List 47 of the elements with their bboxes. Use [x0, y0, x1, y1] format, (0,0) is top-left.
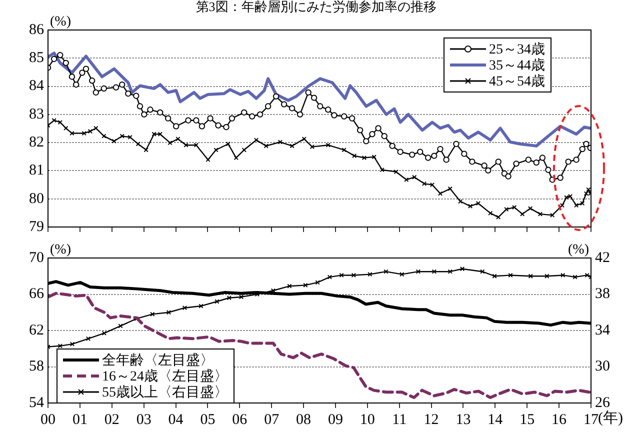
x-tick-label: 15: [520, 412, 535, 428]
legend-label: 16～24歳〈左目盛〉: [102, 368, 228, 385]
y2-tick-label: 30: [595, 358, 610, 375]
x-tick-label: 12: [424, 412, 439, 428]
y2-tick-label: 34: [595, 322, 610, 338]
y-tick-label: 54: [29, 394, 44, 411]
x-tick-label: 04: [168, 412, 184, 428]
y-tick-label: 79: [29, 218, 44, 235]
legend-label: 全年齢〈左目盛〉: [102, 352, 214, 369]
x-tick-label: 01: [72, 412, 88, 428]
y-tick-label: 80: [29, 190, 44, 207]
x-tick-label: 09: [328, 412, 343, 428]
y-tick-label: 81: [29, 162, 44, 179]
x-tick-label: 11: [392, 412, 407, 428]
x-tick-label: 13: [456, 412, 471, 428]
y2-tick-label: 26: [595, 394, 610, 411]
x-tick-label: 10: [360, 412, 375, 428]
y2-tick-label: 42: [595, 250, 610, 266]
legend-label: 55歳以上〈右目盛〉: [102, 384, 228, 401]
x-tick-label: 17: [584, 412, 599, 428]
y-tick-label: 86: [29, 22, 44, 38]
y-tick-label: 84: [29, 78, 44, 94]
y-tick-label: 70: [29, 250, 44, 266]
x-tick-label: 05: [200, 412, 216, 428]
y2-tick-label: 38: [595, 286, 610, 302]
y-tick-label: 62: [29, 322, 44, 338]
y-tick-label: 66: [29, 286, 44, 302]
x-tick-label: 03: [136, 412, 152, 428]
x-axis-title: (年): [598, 409, 623, 426]
chart-title: 第3図：年齢層別にみた労働参加率の推移: [194, 0, 438, 14]
x-tick-label: 14: [488, 412, 504, 428]
legend-label: 35～44歳: [489, 58, 545, 74]
x-tick-label: 16: [552, 412, 568, 428]
x-tick-label: 00: [40, 412, 56, 428]
y2-axis-title: (%): [568, 242, 590, 258]
y-tick-label: 82: [29, 134, 44, 151]
x-tick-label: 06: [232, 412, 248, 428]
y-axis-title: (%): [50, 242, 72, 258]
y-tick-label: 83: [29, 106, 44, 122]
x-tick-label: 02: [104, 412, 120, 428]
x-tick-label: 08: [296, 412, 312, 428]
y-tick-label: 85: [29, 50, 44, 66]
y-axis-title: (%): [50, 14, 72, 30]
legend-label: 45～54歳: [489, 74, 545, 90]
legend-label: 25～34歳: [489, 42, 545, 58]
x-tick-label: 07: [264, 412, 280, 428]
y-tick-label: 58: [29, 358, 44, 375]
